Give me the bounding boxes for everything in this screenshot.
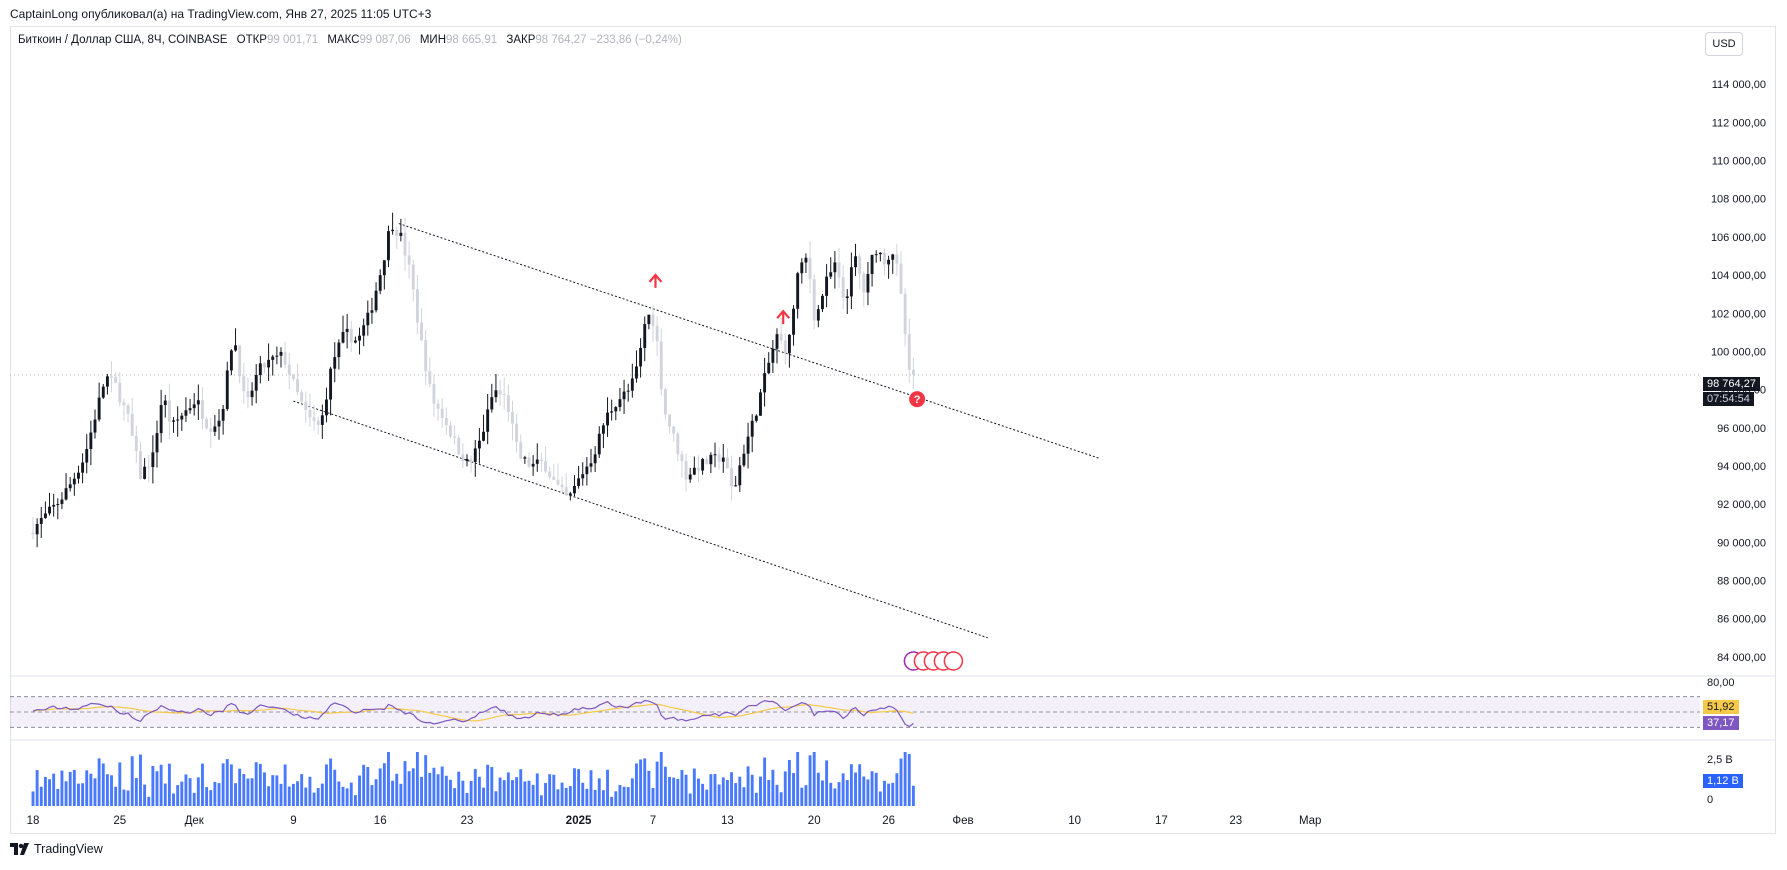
- open-label: ОТКР: [236, 34, 267, 46]
- tradingview-logo-icon: [10, 843, 29, 855]
- change-value: −233,86 (−0,24%): [589, 34, 682, 46]
- currency-button[interactable]: USD: [1705, 32, 1743, 56]
- current-price-label: 98 764,27: [1703, 377, 1760, 391]
- countdown-label: 07:54:54: [1703, 392, 1754, 406]
- rsi-value-label: 37,17: [1703, 716, 1739, 730]
- volume-top-label: 2,5 B: [1707, 754, 1733, 766]
- symbol-legend: Биткоин / Доллар США, 8Ч, COINBASE ОТКР9…: [18, 34, 682, 46]
- volume-zero-label: 0: [1707, 794, 1714, 806]
- published-text: опубликовал(а) на TradingView.com,: [81, 7, 283, 21]
- high-value: 99 087,06: [359, 34, 411, 46]
- chart-frame: [10, 26, 1776, 834]
- rsi-ma-value-label: 51,92: [1703, 700, 1739, 714]
- close-label: ЗАКР: [506, 34, 536, 46]
- close-value: 98 764,27: [535, 34, 587, 46]
- rsi-top-label: 80,00: [1707, 677, 1735, 689]
- high-label: МАКС: [327, 34, 360, 46]
- open-value: 99 001,71: [266, 34, 319, 46]
- brand-name: TradingView: [34, 842, 103, 856]
- symbol-title[interactable]: Биткоин / Доллар США, 8Ч, COINBASE: [18, 34, 228, 46]
- author-name[interactable]: CaptainLong: [10, 7, 79, 21]
- low-label: МИН: [419, 34, 446, 46]
- publication-info: CaptainLong опубликовал(а) на TradingVie…: [10, 7, 431, 21]
- low-value: 98 665,91: [446, 34, 498, 46]
- tradingview-brand[interactable]: TradingView: [10, 842, 103, 856]
- volume-last-label: 1,12 B: [1703, 774, 1743, 788]
- publish-datetime: Янв 27, 2025 11:05 UTC+3: [285, 7, 432, 21]
